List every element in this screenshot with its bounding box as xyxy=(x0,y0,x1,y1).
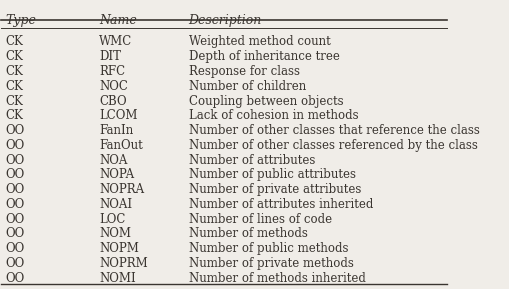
Text: OO: OO xyxy=(6,272,25,285)
Text: WMC: WMC xyxy=(99,36,132,49)
Text: FanIn: FanIn xyxy=(99,124,133,137)
Text: Weighted method count: Weighted method count xyxy=(188,36,330,49)
Text: Number of lines of code: Number of lines of code xyxy=(188,213,331,226)
Text: CK: CK xyxy=(6,95,24,108)
Text: NOC: NOC xyxy=(99,80,128,93)
Text: NOPM: NOPM xyxy=(99,242,139,255)
Text: NOPRA: NOPRA xyxy=(99,183,144,196)
Text: Number of attributes: Number of attributes xyxy=(188,153,314,166)
Text: CBO: CBO xyxy=(99,95,127,108)
Text: Coupling between objects: Coupling between objects xyxy=(188,95,343,108)
Text: Number of attributes inherited: Number of attributes inherited xyxy=(188,198,372,211)
Text: Number of public methods: Number of public methods xyxy=(188,242,347,255)
Text: Number of private attributes: Number of private attributes xyxy=(188,183,360,196)
Text: OO: OO xyxy=(6,198,25,211)
Text: Name: Name xyxy=(99,14,137,27)
Text: LCOM: LCOM xyxy=(99,109,137,122)
Text: OO: OO xyxy=(6,139,25,152)
Text: OO: OO xyxy=(6,242,25,255)
Text: NOPA: NOPA xyxy=(99,168,134,181)
Text: Lack of cohesion in methods: Lack of cohesion in methods xyxy=(188,109,357,122)
Text: Number of private methods: Number of private methods xyxy=(188,257,353,270)
Text: Number of methods inherited: Number of methods inherited xyxy=(188,272,364,285)
Text: CK: CK xyxy=(6,65,24,78)
Text: Number of other classes that reference the class: Number of other classes that reference t… xyxy=(188,124,478,137)
Text: CK: CK xyxy=(6,36,24,49)
Text: LOC: LOC xyxy=(99,213,126,226)
Text: NOMI: NOMI xyxy=(99,272,136,285)
Text: Number of other classes referenced by the class: Number of other classes referenced by th… xyxy=(188,139,476,152)
Text: CK: CK xyxy=(6,80,24,93)
Text: CK: CK xyxy=(6,109,24,122)
Text: OO: OO xyxy=(6,227,25,240)
Text: DIT: DIT xyxy=(99,50,121,63)
Text: OO: OO xyxy=(6,168,25,181)
Text: RFC: RFC xyxy=(99,65,125,78)
Text: Number of children: Number of children xyxy=(188,80,305,93)
Text: NOM: NOM xyxy=(99,227,131,240)
Text: Response for class: Response for class xyxy=(188,65,299,78)
Text: NOPRM: NOPRM xyxy=(99,257,148,270)
Text: OO: OO xyxy=(6,257,25,270)
Text: FanOut: FanOut xyxy=(99,139,143,152)
Text: OO: OO xyxy=(6,124,25,137)
Text: Description: Description xyxy=(188,14,261,27)
Text: Type: Type xyxy=(6,14,37,27)
Text: OO: OO xyxy=(6,153,25,166)
Text: NOAI: NOAI xyxy=(99,198,132,211)
Text: Depth of inheritance tree: Depth of inheritance tree xyxy=(188,50,339,63)
Text: NOA: NOA xyxy=(99,153,128,166)
Text: OO: OO xyxy=(6,183,25,196)
Text: Number of methods: Number of methods xyxy=(188,227,307,240)
Text: CK: CK xyxy=(6,50,24,63)
Text: OO: OO xyxy=(6,213,25,226)
Text: Number of public attributes: Number of public attributes xyxy=(188,168,355,181)
